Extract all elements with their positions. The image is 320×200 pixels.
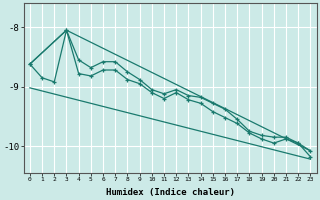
X-axis label: Humidex (Indice chaleur): Humidex (Indice chaleur) xyxy=(106,188,235,197)
